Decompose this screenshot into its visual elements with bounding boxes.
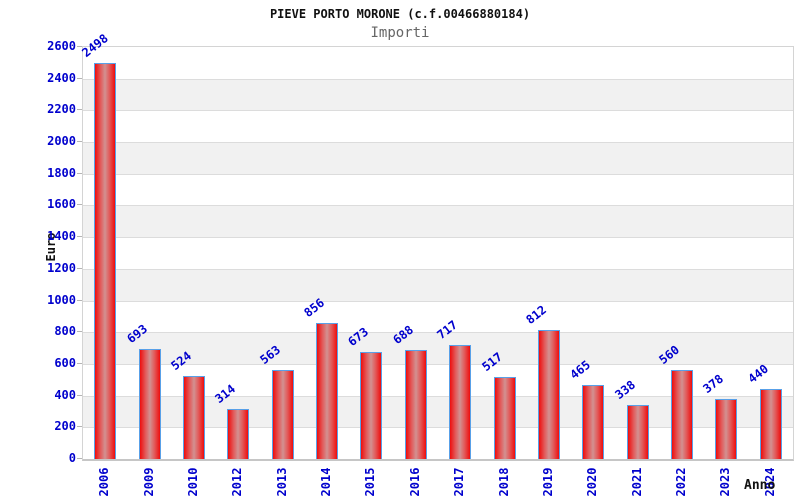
plot-band bbox=[83, 174, 793, 206]
y-tick-mark bbox=[77, 204, 82, 206]
x-tick-label: 2018 bbox=[496, 467, 511, 497]
bar bbox=[227, 409, 250, 459]
y-tick-label: 1400 bbox=[47, 229, 76, 244]
gridline bbox=[83, 332, 793, 334]
x-tick-label: 2023 bbox=[718, 467, 733, 497]
y-tick-label: 400 bbox=[54, 387, 76, 402]
chart-title: PIEVE PORTO MORONE (c.f.00466880184) bbox=[269, 7, 531, 21]
x-tick-label: 2016 bbox=[407, 467, 422, 497]
x-tick-label: 2014 bbox=[319, 467, 334, 497]
y-tick-mark bbox=[77, 362, 82, 364]
y-tick-mark bbox=[77, 267, 82, 269]
bar bbox=[182, 375, 205, 459]
gridline bbox=[83, 427, 793, 429]
bar bbox=[316, 323, 339, 459]
y-tick-mark bbox=[77, 458, 82, 459]
y-tick-label: 1600 bbox=[47, 197, 76, 212]
x-tick-label: 2006 bbox=[97, 467, 112, 497]
y-tick-label: 200 bbox=[54, 419, 76, 434]
x-tick-label: 2012 bbox=[230, 467, 245, 497]
y-tick-label: 1800 bbox=[47, 165, 76, 180]
chart-subtitle: Importi bbox=[370, 25, 430, 41]
x-tick-label: 2022 bbox=[674, 467, 689, 497]
y-tick-mark bbox=[77, 172, 82, 174]
bar bbox=[582, 385, 605, 459]
y-tick-label: 1200 bbox=[47, 260, 76, 275]
y-tick-label: 1000 bbox=[47, 292, 76, 307]
x-tick-label: 2020 bbox=[585, 467, 600, 497]
bar bbox=[493, 377, 516, 459]
gridline bbox=[83, 205, 793, 207]
y-tick-mark bbox=[77, 236, 82, 238]
bar bbox=[138, 349, 161, 459]
x-tick-label: 2015 bbox=[363, 467, 378, 497]
gridline bbox=[83, 173, 793, 175]
y-tick-mark bbox=[77, 77, 82, 79]
y-axis-tick-labels: 0 200 400 600 800 1000 1200 1400 1600 1800 2000 220… bbox=[0, 39, 76, 465]
x-tick-label: 2021 bbox=[629, 467, 644, 497]
y-tick-mark bbox=[77, 141, 82, 143]
bar bbox=[271, 369, 294, 459]
gridline bbox=[83, 300, 793, 302]
bar bbox=[715, 399, 738, 459]
y-tick-mark bbox=[77, 331, 82, 333]
y-tick-mark bbox=[77, 394, 82, 396]
plot-band bbox=[83, 78, 793, 111]
y-tick-label: 2200 bbox=[47, 102, 76, 117]
x-tick-label: 2009 bbox=[141, 467, 156, 497]
plot-band bbox=[83, 332, 793, 364]
x-tick-label: 2010 bbox=[185, 467, 200, 497]
gridline bbox=[83, 268, 793, 270]
gridline bbox=[83, 237, 793, 239]
gridline bbox=[83, 142, 793, 144]
y-tick-label: 2600 bbox=[47, 39, 76, 53]
x-axis-tick-labels: 2006 2009 2010 2012 2013 2014 2015 2016 2017 2018… bbox=[82, 458, 792, 500]
bar bbox=[759, 389, 782, 459]
gridline bbox=[83, 363, 793, 365]
gridline bbox=[83, 78, 793, 80]
plot-band bbox=[83, 142, 793, 174]
gridline bbox=[83, 395, 793, 397]
x-axis-title: Anno bbox=[744, 478, 776, 493]
y-tick-label: 2000 bbox=[47, 134, 76, 149]
plot-band bbox=[83, 237, 793, 269]
x-tick-label: 2019 bbox=[540, 467, 555, 497]
gridline bbox=[83, 110, 793, 112]
y-tick-mark bbox=[77, 109, 82, 111]
bar bbox=[94, 63, 117, 459]
y-tick-mark bbox=[77, 426, 82, 428]
bar bbox=[404, 349, 427, 459]
plot-band bbox=[83, 205, 793, 238]
y-tick-label: 800 bbox=[54, 324, 76, 339]
plot-band bbox=[83, 268, 793, 301]
plot-band bbox=[83, 47, 793, 79]
plot-band bbox=[83, 110, 793, 142]
y-tick-label: 2400 bbox=[47, 70, 76, 85]
bar bbox=[626, 405, 649, 459]
y-tick-mark bbox=[77, 299, 82, 301]
bar bbox=[449, 345, 472, 459]
y-tick-label: 600 bbox=[54, 355, 76, 370]
bar bbox=[360, 352, 383, 459]
plot-area: 2498 693 524 314 563 856 673 688 717 517 812 465 338… bbox=[80, 31, 794, 461]
x-tick-label: 2017 bbox=[452, 467, 467, 497]
bar bbox=[537, 330, 560, 459]
bar bbox=[671, 370, 694, 459]
x-tick-label: 2013 bbox=[274, 467, 289, 497]
y-tick-label: 0 bbox=[68, 451, 76, 465]
y-tick-mark bbox=[77, 46, 82, 47]
